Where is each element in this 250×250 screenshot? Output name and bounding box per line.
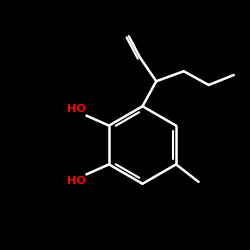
Text: HO: HO: [66, 176, 85, 186]
Text: HO: HO: [66, 104, 85, 115]
